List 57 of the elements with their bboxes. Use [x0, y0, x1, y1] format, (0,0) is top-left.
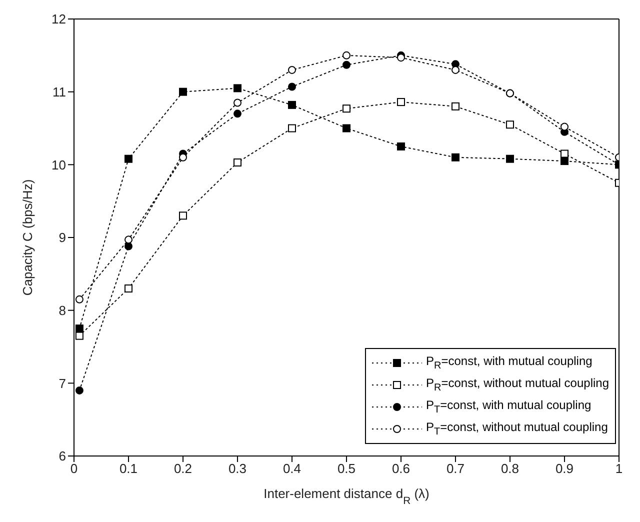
y-tick-label: 10	[52, 157, 66, 172]
y-tick-label: 9	[58, 230, 66, 246]
point	[560, 150, 568, 158]
y-tick-label: 8	[58, 302, 66, 318]
point	[560, 122, 568, 131]
point	[506, 154, 514, 163]
x-tick-label: 1	[615, 461, 623, 476]
point	[342, 60, 350, 69]
legend-label: P$_{R}$=const, with mutual coupling	[426, 354, 592, 372]
x-tick-label: 0.4	[282, 461, 302, 476]
point	[75, 386, 84, 394]
point	[179, 88, 187, 96]
point	[75, 295, 84, 304]
point	[124, 242, 132, 250]
x-tick-label: 0.6	[392, 461, 410, 476]
y-axis-title: Capacity C (bps/Hz)	[20, 179, 35, 296]
y-tick-label: 7	[58, 376, 66, 391]
x-tick-label: 0.3	[228, 461, 247, 476]
y-tick-label: 6	[58, 448, 66, 464]
legend-label: P$_{T}$=const, with mutual coupling	[426, 398, 592, 416]
x-tick-label: 0	[70, 461, 78, 476]
x-tick-label: 0.8	[500, 461, 520, 476]
y-tick-label: 11	[52, 84, 66, 100]
x-tick-label: 0.5	[337, 461, 356, 476]
point	[288, 100, 296, 109]
point	[342, 124, 350, 132]
x-tick-label: 0.2	[174, 461, 192, 476]
point	[234, 158, 242, 166]
point	[75, 324, 84, 333]
x-axis-title: Inter-element distance d$_{R}$ (λ)	[264, 486, 430, 506]
point	[124, 284, 132, 292]
point	[288, 82, 296, 91]
point	[560, 157, 568, 166]
point	[397, 54, 405, 62]
point	[234, 98, 242, 107]
x-tick-label: 0.7	[446, 461, 465, 476]
point	[179, 212, 187, 220]
point	[179, 153, 187, 162]
point	[234, 110, 242, 118]
point	[75, 332, 84, 340]
x-tick-label: 0.1	[119, 461, 138, 476]
point	[288, 124, 296, 132]
point	[124, 236, 132, 244]
point	[397, 98, 405, 106]
y-tick-label: 12	[52, 12, 66, 27]
legend-label: P$_{R}$=const, without mutual coupling	[426, 376, 609, 394]
point	[452, 102, 460, 110]
point	[234, 84, 242, 92]
point	[506, 120, 514, 129]
legend-label: P$_{T}$=const, without mutual coupling	[426, 420, 608, 438]
point	[397, 142, 405, 150]
point	[452, 153, 460, 162]
point	[288, 66, 296, 74]
point	[342, 104, 350, 113]
x-tick-label: 0.9	[555, 461, 574, 476]
point	[124, 154, 132, 163]
point	[342, 51, 350, 60]
